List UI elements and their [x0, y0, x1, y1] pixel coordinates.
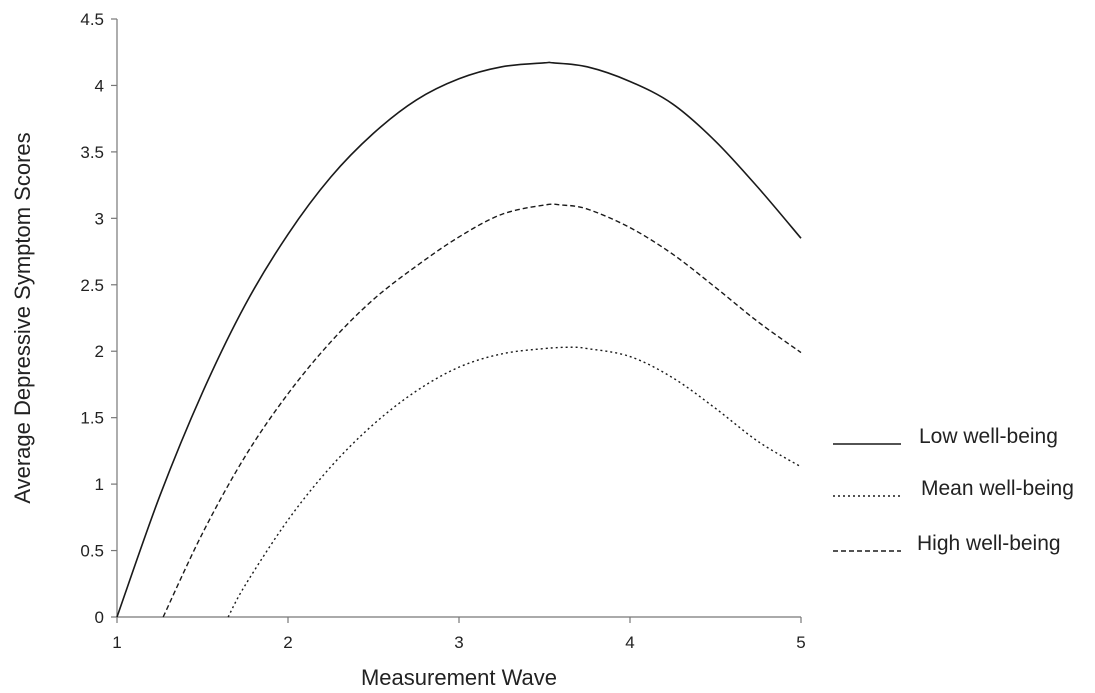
- legend-label: High well-being: [917, 532, 1061, 555]
- x-tick-label: 2: [283, 633, 292, 652]
- axes: 0 0.5 1 1.5 2 2.5 3 3.5 4 4.5 1 2 3 4 5: [80, 10, 805, 652]
- y-tick-label: 1.5: [80, 409, 104, 428]
- x-axis-title: Measurement Wave: [361, 665, 557, 690]
- series-line-low-well-being: [116, 61, 802, 618]
- series-line-mean-well-being: [227, 346, 802, 618]
- x-tick-label: 5: [796, 633, 805, 652]
- legend-label: Mean well-being: [921, 477, 1074, 500]
- x-tick-label: 1: [112, 633, 121, 652]
- x-tick-label: 3: [454, 633, 463, 652]
- y-axis-title: Average Depressive Symptom Scores: [10, 132, 35, 503]
- y-tick-label: 0.5: [80, 542, 104, 561]
- y-tick-label: 3: [95, 209, 104, 228]
- legend: Low well-being Mean well-being High well-b…: [833, 425, 1074, 555]
- y-tick-label: 2: [95, 342, 104, 361]
- y-tick-label: 3.5: [80, 143, 104, 162]
- y-tick-label: 4.5: [80, 10, 104, 29]
- y-tick-label: 2.5: [80, 276, 104, 295]
- y-tick-label: 1: [95, 475, 104, 494]
- x-tick-label: 4: [625, 633, 634, 652]
- series-layer: [116, 61, 802, 618]
- series-line-high-well-being: [162, 203, 802, 618]
- y-tick-label: 0: [95, 608, 104, 627]
- y-tick-label: 4: [95, 76, 104, 95]
- legend-label: Low well-being: [919, 425, 1058, 448]
